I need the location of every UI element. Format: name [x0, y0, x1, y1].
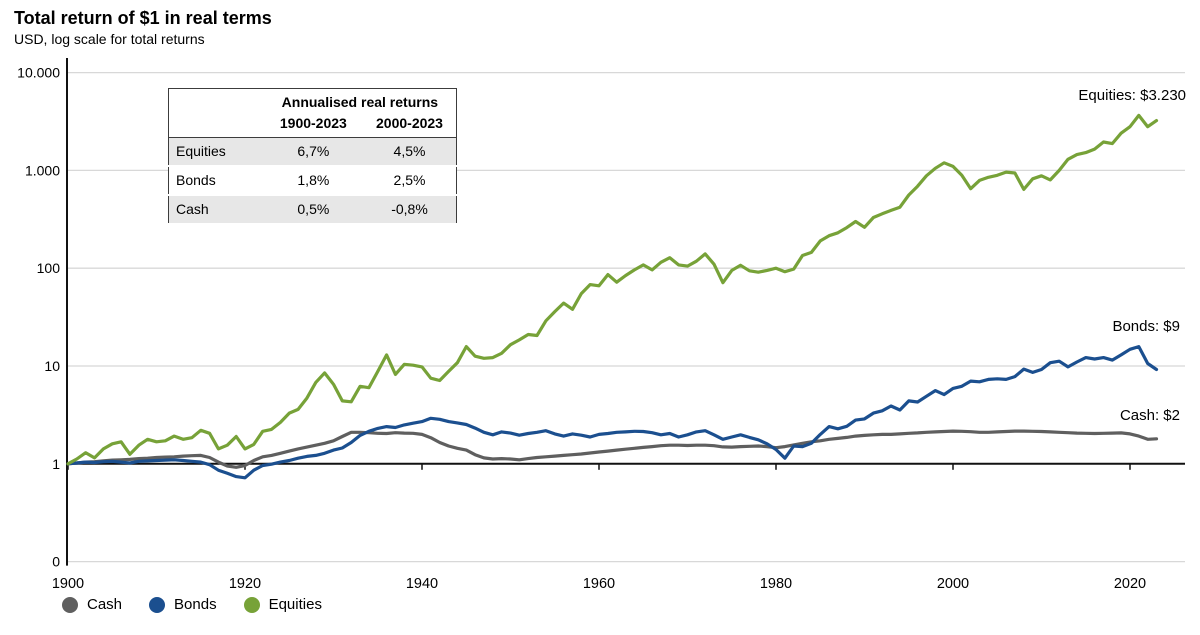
table-title: Annualised real returns — [281, 94, 439, 110]
value-2000-2023: -0,8% — [363, 195, 457, 225]
table-corner-cell — [169, 89, 264, 114]
table-row-cash: Cash 0,5% -0,8% — [168, 195, 457, 225]
legend-label: Equities — [268, 596, 322, 613]
y-axis-label-100: 100 — [37, 260, 61, 276]
cash-end-label: Cash: $2 — [1120, 407, 1180, 424]
legend-item-equities: Equities — [243, 596, 322, 613]
chart-header: Total return of $1 in real terms USD, lo… — [14, 6, 272, 49]
chart-subtitle: USD, log scale for total returns — [14, 31, 205, 47]
col-header-2000-2023: 2000-2023 — [376, 115, 443, 131]
value-1900-2023: 0,5% — [263, 195, 363, 225]
col-header-1900-2023: 1900-2023 — [279, 115, 347, 131]
y-axis-label-10: 10 — [44, 358, 60, 374]
value-1900-2023: 1,8% — [263, 166, 363, 196]
x-axis-label-1900: 1900 — [52, 576, 84, 592]
y-axis-label-10.000: 10.000 — [17, 65, 60, 81]
x-axis-label-1980: 1980 — [760, 576, 792, 592]
x-axis-label-1960: 1960 — [583, 576, 615, 592]
table-title-row: Annualised real returns — [169, 89, 457, 114]
bonds-end-label: Bonds: $9 — [1112, 318, 1180, 335]
x-axis-label-2000: 2000 — [937, 576, 969, 592]
y-axis-label-1: 1 — [52, 456, 60, 472]
table-row-equities: Equities 6,7% 4,5% — [168, 137, 457, 167]
equities-end-label: Equities: $3.230 — [1078, 87, 1186, 104]
x-axis-label-1940: 1940 — [406, 576, 438, 592]
bonds-legend-marker-icon — [149, 596, 166, 613]
legend-label: Cash — [87, 596, 123, 613]
x-axis-label-1920: 1920 — [229, 576, 261, 592]
table-column-headers: 1900-2023 2000-2023 — [168, 113, 457, 138]
table-row-bonds: Bonds 1,8% 2,5% — [168, 166, 457, 196]
annualised-returns-table: Annualised real returns 1900-2023 2000-2… — [168, 88, 457, 225]
y-axis-label-0: 0 — [52, 554, 60, 570]
x-axis-label-2020: 2020 — [1114, 576, 1146, 592]
value-2000-2023: 4,5% — [363, 137, 457, 167]
cash-legend-marker-icon — [62, 596, 78, 613]
y-axis-label-1.000: 1.000 — [25, 162, 60, 178]
value-1900-2023: 6,7% — [263, 137, 363, 167]
legend-label: Bonds — [174, 596, 217, 613]
equities-legend-marker-icon — [243, 596, 260, 613]
row-label: Equities — [168, 137, 264, 167]
legend-item-bonds: Bonds — [149, 596, 217, 613]
legend-item-cash: Cash — [62, 596, 122, 613]
row-label: Bonds — [168, 166, 264, 196]
equities-line — [66, 113, 1159, 466]
legend: Cash Bonds Equities — [62, 596, 322, 613]
value-2000-2023: 2,5% — [363, 166, 457, 196]
cash-line — [66, 429, 1159, 469]
chart-title: Total return of $1 in real terms — [14, 8, 272, 28]
bonds-line — [66, 345, 1159, 480]
row-label: Cash — [168, 195, 264, 225]
